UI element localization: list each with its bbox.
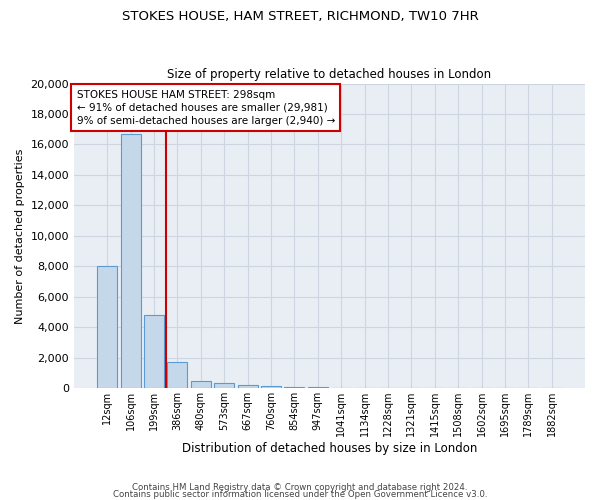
Text: STOKES HOUSE HAM STREET: 298sqm
← 91% of detached houses are smaller (29,981)
9%: STOKES HOUSE HAM STREET: 298sqm ← 91% of…	[77, 90, 335, 126]
Title: Size of property relative to detached houses in London: Size of property relative to detached ho…	[167, 68, 491, 81]
Bar	[261, 386, 281, 388]
Bar	[121, 134, 140, 388]
Bar	[97, 266, 117, 388]
Bar	[144, 315, 164, 388]
Bar	[191, 380, 211, 388]
Text: STOKES HOUSE, HAM STREET, RICHMOND, TW10 7HR: STOKES HOUSE, HAM STREET, RICHMOND, TW10…	[122, 10, 478, 23]
Y-axis label: Number of detached properties: Number of detached properties	[15, 148, 25, 324]
Bar	[284, 386, 304, 388]
Bar	[167, 362, 187, 388]
X-axis label: Distribution of detached houses by size in London: Distribution of detached houses by size …	[182, 442, 477, 455]
Text: Contains public sector information licensed under the Open Government Licence v3: Contains public sector information licen…	[113, 490, 487, 499]
Bar	[238, 385, 257, 388]
Bar	[214, 383, 234, 388]
Text: Contains HM Land Registry data © Crown copyright and database right 2024.: Contains HM Land Registry data © Crown c…	[132, 484, 468, 492]
